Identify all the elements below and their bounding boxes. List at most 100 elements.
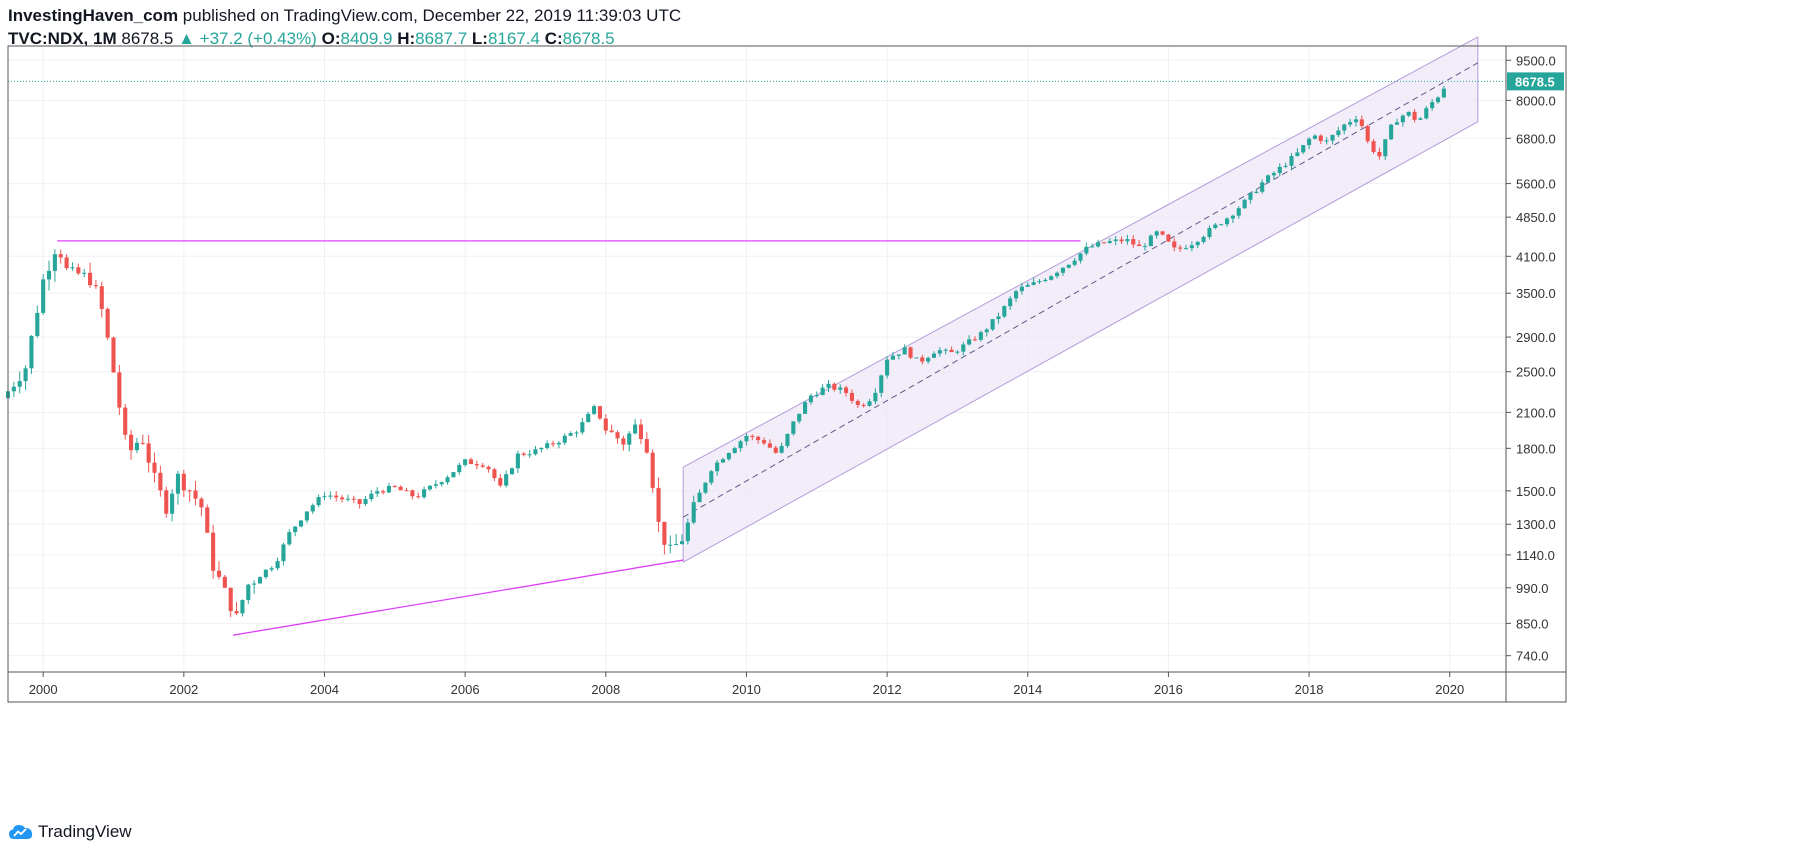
candle-up	[1107, 241, 1112, 243]
candle-down	[609, 430, 614, 433]
candle-down	[64, 257, 69, 269]
candle-up	[363, 499, 368, 504]
candle-up	[257, 577, 263, 584]
candle-up	[1025, 284, 1030, 287]
candle-down	[650, 452, 655, 488]
candle-up	[808, 395, 813, 403]
open-value: 8409.9	[340, 29, 393, 48]
candle-down	[234, 611, 239, 614]
candle-down	[123, 407, 128, 435]
candle-up	[1406, 111, 1411, 116]
y-tick-label: 1800.0	[1516, 441, 1556, 456]
candle-down	[1359, 119, 1364, 126]
candle-up	[1400, 115, 1405, 123]
y-tick-label: 4850.0	[1516, 210, 1556, 225]
candle-up	[633, 424, 638, 434]
candle-up	[1271, 173, 1276, 176]
candle-up	[287, 532, 292, 545]
candle-down	[357, 499, 362, 504]
candle-up	[814, 395, 819, 397]
candle-up	[1242, 199, 1247, 209]
y-tick-label: 3500.0	[1516, 286, 1556, 301]
candle-up	[586, 413, 591, 423]
candle-up	[943, 349, 948, 351]
candle-up	[1224, 218, 1230, 225]
candle-up	[867, 401, 872, 406]
candle-down	[1377, 151, 1382, 157]
y-tick-label: 1500.0	[1516, 484, 1556, 499]
candle-up	[885, 359, 890, 376]
candle-up	[322, 496, 327, 498]
candle-up	[504, 474, 509, 486]
candle-down	[193, 490, 198, 499]
candle-up	[422, 489, 427, 498]
candle-up	[445, 477, 450, 483]
x-tick-label: 2016	[1154, 682, 1183, 697]
candle-up	[937, 350, 942, 354]
candle-up	[1424, 108, 1429, 119]
channel-lower-line	[682, 121, 1479, 563]
y-tick-label: 2900.0	[1516, 330, 1556, 345]
candle-down	[861, 405, 866, 407]
publish-text: published on TradingView.com, December 2…	[178, 6, 682, 25]
candle-up	[1236, 208, 1241, 216]
candle-down	[656, 487, 661, 522]
high-value: 8687.7	[415, 29, 468, 48]
candle-up	[1389, 124, 1394, 140]
candle-down	[381, 491, 386, 493]
candle-up	[838, 387, 843, 390]
y-tick-label: 4100.0	[1516, 249, 1556, 264]
candle-down	[920, 357, 925, 362]
candle-up	[744, 435, 749, 442]
candle-up	[369, 493, 374, 500]
candle-down	[773, 447, 778, 453]
candle-up	[1383, 139, 1388, 157]
candle-down	[498, 478, 503, 486]
candle-up	[738, 441, 743, 449]
candle-up	[1342, 124, 1347, 131]
candle-up	[1096, 242, 1101, 247]
candle-up	[984, 329, 989, 333]
candle-up	[1248, 192, 1253, 200]
candle-up	[1312, 135, 1317, 139]
tradingview-cloud-icon	[9, 825, 33, 839]
candle-down	[76, 267, 81, 274]
candle-up	[1090, 246, 1095, 248]
candle-up	[439, 482, 444, 485]
candle-up	[720, 459, 726, 463]
candle-up	[17, 381, 22, 387]
candle-up	[574, 432, 579, 434]
candle-down	[111, 337, 116, 373]
candle-up	[451, 472, 456, 478]
candle-down	[158, 472, 163, 491]
candle-down	[832, 383, 837, 390]
candle-up	[345, 498, 350, 500]
candle-up	[1154, 231, 1159, 236]
candle-up	[627, 433, 632, 445]
author[interactable]: InvestingHaven_com	[8, 6, 179, 25]
y-tick-label: 8000.0	[1516, 93, 1556, 108]
candle-down	[205, 507, 210, 533]
candle-up	[293, 526, 298, 533]
x-tick-label: 2018	[1295, 682, 1324, 697]
y-tick-label: 1140.0	[1516, 548, 1555, 563]
candle-up	[46, 270, 52, 280]
tradingview-logo[interactable]: TradingView	[8, 822, 132, 842]
candle-up	[427, 485, 433, 490]
open-label: O:	[321, 29, 341, 48]
candle-up	[509, 468, 515, 475]
candles	[5, 85, 1446, 618]
candle-up	[134, 442, 139, 451]
candle-up	[386, 485, 391, 493]
candle-up	[1201, 236, 1206, 242]
candle-down	[99, 286, 104, 309]
candle-up	[562, 435, 567, 443]
candle-down	[392, 485, 397, 487]
candle-up	[316, 497, 321, 506]
candle-up	[1330, 135, 1335, 141]
candle-up	[785, 433, 790, 446]
candle-down	[949, 349, 954, 353]
candle-up	[1441, 88, 1446, 98]
candle-down	[1119, 239, 1124, 242]
